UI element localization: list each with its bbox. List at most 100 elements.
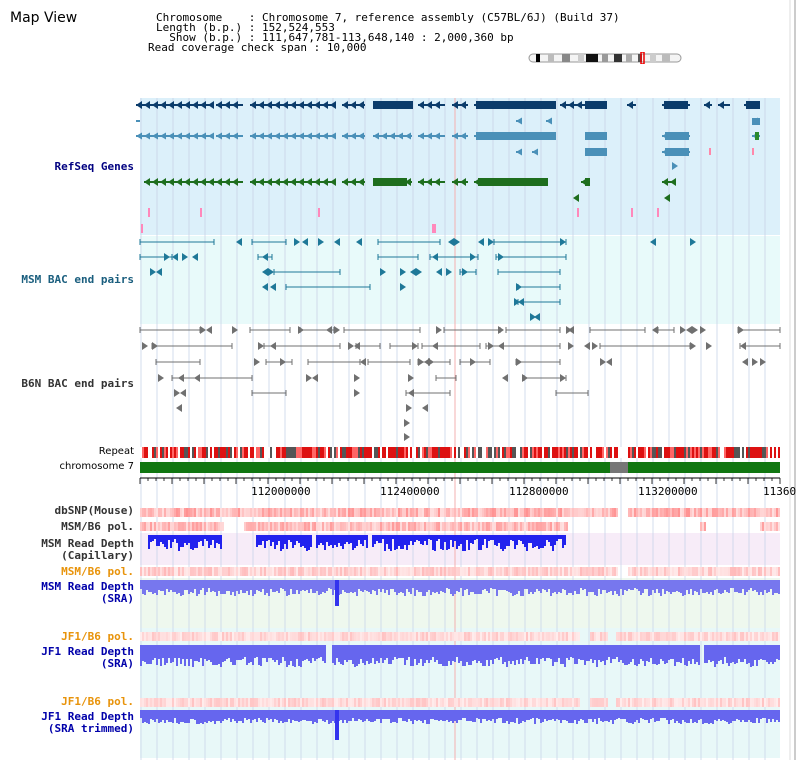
jf1-depth-sra-bar: [630, 645, 632, 662]
msm-depth-sra-bar: [288, 580, 290, 595]
repeat-block: [212, 447, 214, 458]
jf1-pol-cell: [452, 632, 454, 641]
jf1-pol-trim-cell: [438, 698, 440, 707]
b6n-bac-end: [738, 326, 744, 334]
jf1-depth-trim-bar: [268, 710, 270, 720]
jf1-pol-cell: [398, 632, 400, 641]
jf1-depth-trim-bar: [214, 710, 216, 724]
jf1-pol-cell: [180, 632, 182, 641]
msm-pol-cell: [414, 522, 416, 531]
jf1-depth-trim-bar: [772, 710, 774, 719]
msm-pol-sra-cell: [614, 567, 616, 576]
msm-depth-sra-bar: [342, 580, 344, 590]
msm-pol-sra-cell: [590, 567, 592, 576]
gene-exon: [314, 178, 320, 186]
repeat-block: [684, 447, 686, 458]
jf1-depth-sra-bar: [306, 645, 308, 659]
repeat-block: [380, 447, 382, 458]
msm-pol-cell: [180, 522, 182, 531]
msm-depth-capillary-bar: [524, 535, 526, 547]
jf1-depth-sra-bar: [686, 645, 688, 666]
jf1-b6-pol-label: JF1/B6 pol.: [61, 630, 134, 643]
msm-depth-capillary-bar: [274, 535, 276, 549]
msm-pol-sra-cell: [274, 567, 276, 576]
jf1-depth-sra-bar: [620, 645, 622, 660]
dbsnp-cell: [534, 508, 536, 517]
dbsnp-cell: [256, 508, 258, 517]
repeat-block: [364, 447, 366, 458]
dbsnp-cell: [722, 508, 724, 517]
gene-exon: [232, 132, 238, 140]
jf1-pol-cell: [380, 632, 382, 641]
jf1-depth-sra-bar: [152, 645, 154, 660]
msm-pol-cell: [300, 522, 302, 531]
msm-depth-capillary-bar: [444, 535, 446, 542]
jf1-pol-trim-cell: [392, 698, 394, 707]
msm-depth-sra-bar: [760, 580, 762, 592]
jf1-pol-cell: [458, 632, 460, 641]
msm-pol-sra-cell: [232, 567, 234, 576]
msm-depth-sra-bar: [340, 580, 342, 594]
jf1-pol-trim-cell: [336, 698, 338, 707]
repeat-block: [698, 447, 700, 458]
jf1-pol-cell: [534, 632, 536, 641]
jf1-pol-trim-cell: [496, 698, 498, 707]
show-value: 111,647,781-113,648,140 : 2,000,360 bp: [261, 31, 514, 44]
b6n-bac-end: [686, 326, 692, 334]
jf1-pol-trim-cell: [628, 698, 630, 707]
dbsnp-cell: [674, 508, 676, 517]
jf1-depth-trim-bar: [396, 710, 398, 723]
gene-exon-block: [755, 132, 759, 140]
jf1-pol-cell: [170, 632, 172, 641]
jf1-pol-trim-cell: [234, 698, 236, 707]
msm-pol-sra-cell: [718, 567, 720, 576]
msm-pol-cell: [384, 522, 386, 531]
jf1-depth-sra-bar: [182, 645, 184, 659]
msm-pol-cell: [298, 522, 300, 531]
msm-pol-sra-cell: [410, 567, 412, 576]
jf1-depth-sra-bar: [510, 645, 512, 664]
msm-bac-end: [400, 268, 406, 276]
gene-exon: [224, 101, 230, 109]
msm-depth-sra-bar: [434, 580, 436, 593]
msm-pol-cell: [526, 522, 528, 531]
gene-exon: [200, 101, 206, 109]
repeat-block: [386, 447, 388, 458]
jf1-pol-trim-cell: [688, 698, 690, 707]
jf1-pol-trim-cell: [506, 698, 508, 707]
dbsnp-cell: [686, 508, 688, 517]
msm-pol-cell: [348, 522, 350, 531]
jf1-pol-trim-cell: [242, 698, 244, 707]
msm-depth-capillary-bar: [386, 535, 388, 544]
jf1-depth-sra-bar: [346, 645, 348, 662]
msm-pol-cell: [392, 522, 394, 531]
jf1-pol-trim-cell: [674, 698, 676, 707]
dbsnp-cell: [264, 508, 266, 517]
repeat-block: [514, 447, 516, 458]
msm-pol-sra-cell: [770, 567, 772, 576]
msm-pol-cell: [412, 522, 414, 531]
dbsnp-cell: [404, 508, 406, 517]
jf1-depth-trim-bar: [186, 710, 188, 723]
msm-pol-sra-cell: [714, 567, 716, 576]
b6n-bac-end: [592, 342, 598, 350]
msm-pol-cell: [372, 522, 374, 531]
jf1-depth-trim-bar: [578, 710, 580, 721]
jf1-pol-cell: [428, 632, 430, 641]
jf1-depth-sra-bar: [508, 645, 510, 661]
dbsnp-cell: [348, 508, 350, 517]
msm-depth-sra-bar: [234, 580, 236, 596]
jf1-depth-trim-bar: [150, 710, 152, 719]
dbsnp-cell: [480, 508, 482, 517]
jf1-pol-cell: [448, 632, 450, 641]
track-features[interactable]: [136, 101, 781, 740]
msm-depth-capillary-bar: [196, 535, 198, 548]
chromosome-ideogram[interactable]: [528, 52, 684, 64]
jf1-depth-sra-bar: [704, 645, 706, 663]
msm-pol-sra-cell: [474, 567, 476, 576]
dbsnp-cell: [394, 508, 396, 517]
msm-depth-sra-bar: [738, 580, 740, 593]
msm-pol-sra-cell: [278, 567, 280, 576]
jf1-depth-sra-bar: [468, 645, 470, 665]
